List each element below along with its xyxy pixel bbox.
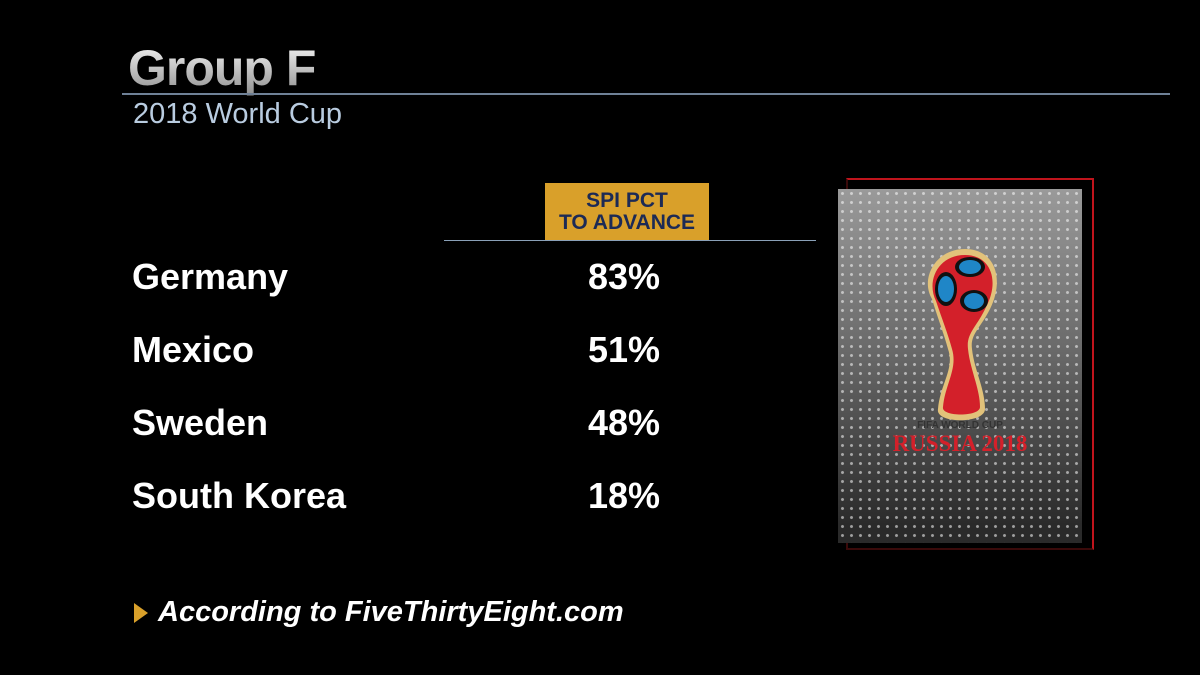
page-title: Group F xyxy=(128,40,316,96)
table-row: Germany 83% xyxy=(132,256,692,306)
logo-text-line2: RUSSIA 2018 xyxy=(893,431,1028,456)
page-subtitle: 2018 World Cup xyxy=(133,98,343,130)
advance-pct: 51% xyxy=(588,329,661,370)
advance-pct: 83% xyxy=(588,256,661,297)
title-divider xyxy=(122,93,1170,95)
team-name: Mexico xyxy=(132,329,255,370)
column-header: SPI PCT TO ADVANCE xyxy=(545,183,709,240)
team-name: Germany xyxy=(132,256,289,297)
table-row: Sweden 48% xyxy=(132,402,692,452)
team-name: South Korea xyxy=(132,475,347,516)
source-note: According to FiveThirtyEight.com xyxy=(134,596,624,629)
team-name: Sweden xyxy=(132,402,269,443)
advance-pct: 48% xyxy=(588,402,661,443)
advance-pct: 18% xyxy=(588,475,661,516)
source-text: According to FiveThirtyEight.com xyxy=(158,596,624,628)
world-cup-logo-card: FIFA WORLD CUP RUSSIA 2018 xyxy=(838,189,1082,543)
logo-text-line1: FIFA WORLD CUP xyxy=(917,420,1003,431)
column-header-line1: SPI PCT xyxy=(586,188,668,212)
column-header-line2: TO ADVANCE xyxy=(558,210,696,234)
header-divider xyxy=(444,240,816,241)
world-cup-trophy-logo: FIFA WORLD CUP RUSSIA 2018 xyxy=(893,249,1028,456)
table-row: South Korea 18% xyxy=(132,475,692,525)
table-row: Mexico 51% xyxy=(132,329,692,379)
triangle-bullet-icon xyxy=(134,602,148,623)
